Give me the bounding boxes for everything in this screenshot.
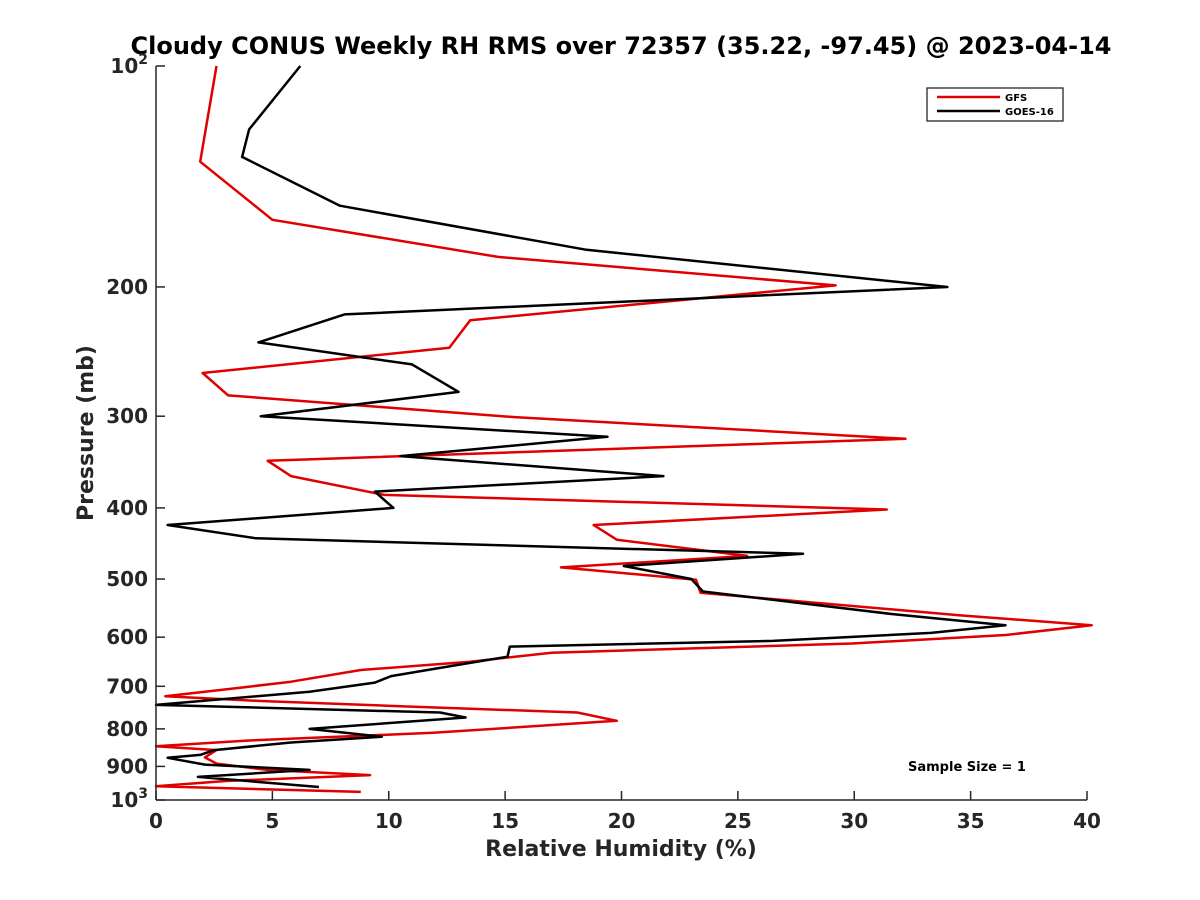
x-ticks: 0 5 10 15 20 25 30 35 40	[149, 791, 1101, 833]
chart-title: Cloudy CONUS Weekly RH RMS over 72357 (3…	[131, 32, 1112, 60]
y-tick-label: 600	[106, 625, 148, 649]
x-tick-label: 5	[265, 809, 279, 833]
y-tick-label: 200	[106, 275, 148, 299]
x-tick-label: 15	[491, 809, 519, 833]
gfs-series-line	[154, 65, 1093, 794]
legend-label-goes16: GOES-16	[1005, 107, 1054, 118]
y-tick-label: 103	[110, 786, 148, 812]
y-tick-label: 400	[106, 496, 148, 520]
legend-box	[926, 87, 1064, 122]
y-tick-label: 700	[106, 674, 148, 698]
legend: GFS GOES-16	[926, 87, 1064, 122]
y-tick-label: 300	[106, 404, 148, 428]
x-tick-label: 0	[149, 809, 163, 833]
goes16-series-line	[154, 65, 1007, 789]
x-tick-label: 20	[608, 809, 636, 833]
legend-label-gfs: GFS	[1005, 93, 1027, 104]
y-ticks: 102 200 300 400 500 600 700 800 900 103	[106, 52, 165, 812]
x-tick-label: 35	[957, 809, 985, 833]
y-tick-label: 102	[110, 52, 148, 78]
y-tick-label: 800	[106, 717, 148, 741]
x-tick-label: 30	[840, 809, 868, 833]
sample-size-annotation: Sample Size = 1	[908, 760, 1026, 775]
y-tick-label: 900	[106, 754, 148, 778]
y-tick-label: 500	[106, 567, 148, 591]
x-tick-label: 10	[375, 809, 403, 833]
x-axis-label: Relative Humidity (%)	[485, 837, 757, 862]
y-axis: 102 200 300 400 500 600 700 800 900 103 Pressure …	[74, 52, 165, 812]
y-axis-label: Pressure (mb)	[74, 345, 99, 521]
series-lines	[154, 65, 1093, 794]
x-tick-label: 25	[724, 809, 752, 833]
x-axis: 0 5 10 15 20 25 30 35 40 Relative Humidity (%)	[149, 791, 1101, 862]
x-tick-label: 40	[1073, 809, 1101, 833]
